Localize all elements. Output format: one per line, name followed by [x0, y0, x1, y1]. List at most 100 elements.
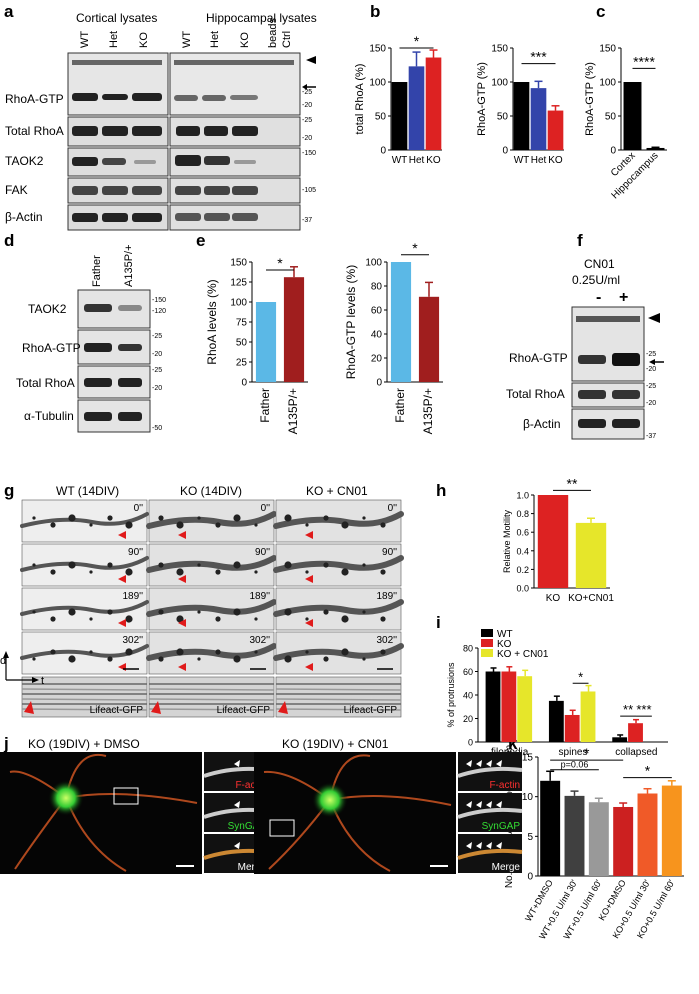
- arrow-left-icon: [302, 84, 316, 90]
- lane-label: beads: [267, 18, 279, 48]
- plus-sign: +: [619, 289, 628, 306]
- x-tick-label: Het: [409, 155, 425, 166]
- arrowhead-icon: [234, 842, 240, 849]
- mw-marker: -20: [646, 366, 656, 373]
- legend-swatch: [481, 629, 493, 637]
- spine: [125, 568, 133, 576]
- blot-row-rhoa-gtp: RhoA-GTP: [509, 351, 568, 365]
- bar: [540, 780, 561, 876]
- inset-label: SynGAP: [482, 821, 521, 832]
- kymograph-trace: [148, 688, 275, 691]
- y-tick-label: 25: [236, 358, 248, 369]
- bar: [390, 262, 412, 382]
- blot-row-total-rhoa: Total RhoA: [16, 376, 75, 390]
- red-arrowhead-icon: [178, 575, 186, 583]
- spine: [125, 648, 133, 656]
- microscopy-frame: 189'': [146, 587, 277, 631]
- y-tick-label: 100: [599, 78, 616, 89]
- spine: [197, 563, 201, 567]
- kymograph-label: Lifeact-GFP: [344, 705, 398, 716]
- arrowhead-icon: [466, 801, 472, 808]
- spine: [107, 609, 113, 615]
- kymograph-trace: [275, 698, 402, 701]
- microscopy-frame: 0'': [146, 499, 277, 543]
- y-tick-label: 20: [463, 714, 473, 724]
- chart-rhoa-levels: 0 25 50 75 100 125 150 RhoA levels (%) Father A13…: [205, 255, 308, 434]
- image-background: [0, 752, 202, 874]
- spine: [32, 657, 36, 661]
- panel-label-a: a: [4, 2, 14, 21]
- blot-group-hippocampal: Hippocampal lysates: [206, 11, 317, 25]
- spine: [50, 569, 56, 575]
- spine: [50, 522, 56, 528]
- significance-stars: *: [578, 669, 583, 684]
- spine: [284, 514, 292, 522]
- significance-stars: *: [414, 33, 420, 49]
- spine: [68, 655, 76, 663]
- red-arrowhead-icon: [118, 531, 126, 539]
- y-tick-label: 10: [522, 792, 534, 803]
- y-tick-label: 20: [371, 354, 383, 365]
- lane-label: KO: [239, 32, 251, 48]
- red-arrowhead-icon: [278, 701, 288, 714]
- spine: [305, 570, 309, 574]
- panel-g: WT (14DIV) KO (14DIV) KO + CN01 0'' 90'' 1…: [0, 484, 404, 718]
- dendrite: [273, 599, 404, 617]
- spine: [233, 561, 241, 569]
- y-tick-label: 0.6: [516, 528, 529, 538]
- dendrite: [457, 766, 523, 778]
- blot-row-rhoa-gtp: RhoA-GTP: [22, 341, 81, 355]
- lane-label: KO: [138, 32, 150, 48]
- x-tick-label: A135P/+: [286, 388, 300, 434]
- arrowhead-icon: [466, 842, 472, 849]
- spine: [32, 610, 36, 614]
- mw-marker: -25: [152, 333, 162, 340]
- bar: [283, 277, 305, 382]
- significance-stars: ****: [633, 53, 655, 69]
- microscopy-frame: 302'': [20, 631, 149, 675]
- dendrite: [20, 600, 149, 616]
- panel-label-k: k: [508, 734, 518, 753]
- arrow-left-icon: [649, 359, 664, 365]
- neuron-image: [254, 752, 456, 874]
- mw-marker: -37: [646, 433, 656, 440]
- blot-row-beta-actin: β-Actin: [523, 417, 561, 431]
- y-tick-label: 50: [375, 112, 387, 123]
- panel-label-b: b: [370, 2, 380, 21]
- blot-row-alpha-tubulin: α-Tubulin: [24, 409, 74, 423]
- inset-label: Merge: [238, 862, 267, 873]
- kymograph-trace: [21, 698, 148, 701]
- spine: [284, 608, 292, 616]
- blot-row-rhoa-gtp: RhoA-GTP: [5, 92, 64, 106]
- inset-label: SynGAP: [228, 821, 267, 832]
- x-tick-label: A135P/+: [421, 388, 435, 434]
- spine: [233, 514, 241, 522]
- spine: [362, 516, 366, 520]
- time-label: 90'': [128, 547, 143, 558]
- column-title: WT (14DIV): [56, 484, 119, 498]
- y-tick-label: 75: [236, 318, 248, 329]
- panel-label-h: h: [436, 481, 446, 500]
- x-tick-label: Father: [393, 388, 407, 423]
- spine: [341, 521, 349, 529]
- spine: [176, 521, 184, 529]
- zoom-box: [113, 787, 139, 805]
- y-tick-label: 150: [599, 44, 616, 55]
- y-tick-label: 0: [241, 378, 247, 389]
- spine: [305, 617, 309, 621]
- spine: [323, 515, 329, 521]
- bar: [637, 793, 658, 876]
- x-tick-label: spines: [559, 747, 588, 758]
- bar: [485, 671, 501, 742]
- y-tick-label: 80: [371, 282, 383, 293]
- spine: [380, 569, 386, 575]
- time-label: 302'': [122, 635, 143, 646]
- spine: [380, 616, 386, 622]
- panel-label-d: d: [4, 231, 14, 250]
- microscopy-frame: 302'': [273, 631, 404, 675]
- spine: [233, 655, 241, 663]
- dendrite: [273, 555, 404, 573]
- arrowhead-icon: [476, 760, 482, 767]
- y-tick-label: 0: [610, 146, 616, 157]
- spine: [215, 569, 221, 575]
